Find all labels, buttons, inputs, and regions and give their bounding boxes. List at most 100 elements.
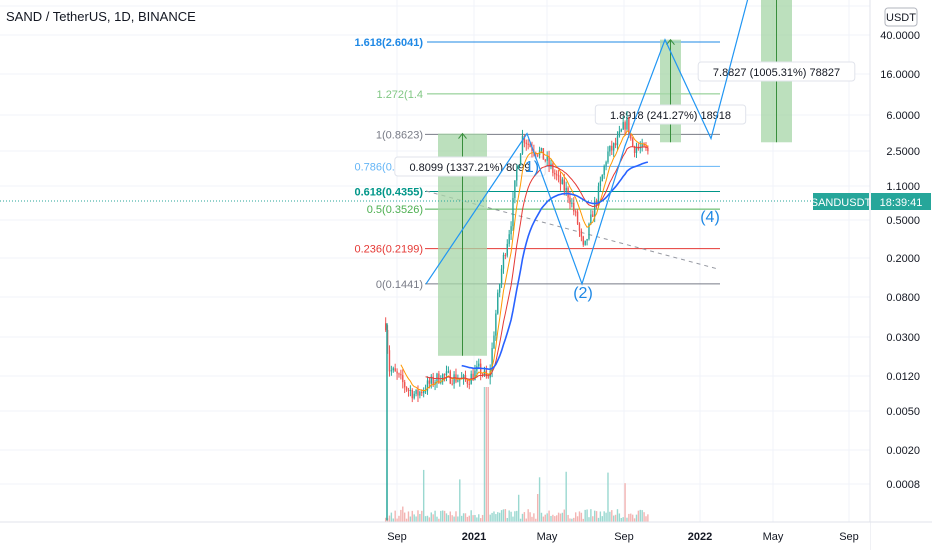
volume-bar	[593, 510, 596, 522]
candle-body	[466, 380, 469, 384]
price-tag-symbol: SANDUSDT	[811, 197, 872, 209]
candle-body	[419, 391, 421, 396]
volume-bar	[491, 512, 493, 522]
candle-body	[502, 254, 505, 269]
volume-bar	[459, 479, 461, 522]
wave-path[interactable]	[425, 0, 763, 286]
candle-body	[464, 375, 467, 381]
candle-body	[396, 371, 398, 374]
candle-body	[430, 376, 432, 384]
candle-body	[578, 223, 581, 231]
candle-body	[402, 375, 404, 383]
candle-body	[555, 174, 558, 176]
volume-bar	[582, 518, 584, 522]
candle-body	[407, 389, 410, 391]
volume-bar	[394, 510, 396, 522]
volume-bar	[554, 516, 556, 522]
volume-bar	[453, 516, 455, 522]
volume-bar	[478, 514, 480, 522]
candle-body	[576, 211, 579, 224]
price-axis-panel[interactable]	[870, 0, 932, 522]
candle-body	[514, 180, 516, 198]
volume-bar	[462, 513, 465, 522]
volume-bar	[535, 518, 537, 522]
candle-body	[398, 373, 400, 375]
volume-bar	[641, 510, 643, 522]
time-tick-label: Sep	[839, 531, 859, 543]
volume-bar	[597, 517, 600, 522]
volume-bar	[512, 516, 514, 522]
candle-body	[616, 136, 619, 146]
time-tick-label: Sep	[614, 531, 634, 543]
candle-body	[552, 163, 554, 174]
candle-body	[641, 143, 643, 148]
measure-arrow-head	[666, 38, 675, 45]
volume-bar	[631, 514, 634, 522]
candle-body	[630, 134, 632, 139]
volume-bar	[421, 510, 423, 522]
volume-bar	[550, 515, 552, 522]
wave-label: (4)	[700, 209, 720, 226]
price-range-measures[interactable]: 0.8099 (1337.21%) 8099 1.8918 (241.27%) 1…	[394, 0, 856, 356]
volume-bar	[607, 472, 609, 522]
volume-bar	[388, 515, 391, 522]
time-tick-label: 2021	[462, 531, 486, 543]
volume-bar	[392, 518, 394, 522]
volume-bar	[443, 510, 446, 522]
candle-body	[548, 156, 550, 166]
volume-bar	[440, 510, 442, 522]
time-tick-label: 2022	[688, 531, 712, 543]
candle-body	[588, 223, 590, 240]
ema-fast-line	[400, 130, 649, 391]
volume-bar	[559, 513, 562, 522]
candle-body	[422, 390, 425, 394]
volume-bar	[590, 509, 592, 522]
candle-body	[472, 373, 474, 381]
volume-bar	[417, 510, 419, 522]
volume-bar	[432, 514, 434, 522]
volume-bar	[633, 518, 636, 522]
measure-label-box	[594, 104, 747, 125]
wave-projection[interactable]: 1) (2) (4)	[425, 0, 763, 302]
price-tick-label: 0.0300	[886, 332, 920, 344]
candle-body	[457, 380, 459, 382]
price-tick-label: 16.0000	[880, 69, 920, 81]
volume-bar	[504, 509, 507, 522]
volume-bar	[436, 516, 438, 522]
volume-bar	[612, 515, 615, 522]
volume-bar	[628, 513, 630, 522]
candle-body	[421, 391, 423, 394]
candle-body	[415, 389, 417, 394]
price-tick-label: 0.0120	[886, 371, 920, 383]
moving-averages	[400, 130, 649, 391]
measure-arrow-head	[458, 132, 467, 139]
candle-body	[554, 173, 556, 175]
volume-bar	[449, 511, 451, 522]
volume-bar	[557, 512, 560, 522]
candle-body	[603, 165, 605, 175]
volume-bar	[419, 514, 421, 522]
volume-bar	[464, 513, 467, 522]
volume-bar	[430, 512, 432, 522]
ema-mid-line	[425, 146, 648, 380]
candle-body	[595, 200, 598, 204]
candle-body	[417, 389, 419, 396]
currency-badge[interactable]: USDT	[884, 7, 918, 27]
volume-bar	[405, 518, 408, 522]
volume-bar	[470, 510, 472, 522]
measure-label: 7.8827 (1005.31%) 78827	[713, 67, 840, 79]
candle-body	[468, 383, 470, 385]
volume-bar	[479, 518, 482, 522]
volume-bar	[574, 512, 577, 522]
time-axis-panel[interactable]	[0, 522, 870, 550]
volume-bar	[521, 513, 524, 522]
volume-bar	[626, 517, 628, 522]
time-tick-label: May	[537, 531, 558, 543]
volume-bar	[508, 510, 510, 522]
volume-bar	[531, 516, 533, 522]
volume-bar	[561, 512, 564, 522]
candle-body	[635, 147, 638, 153]
fib-level-label: 1.272(1.4	[377, 89, 423, 101]
candle-body	[384, 323, 387, 330]
